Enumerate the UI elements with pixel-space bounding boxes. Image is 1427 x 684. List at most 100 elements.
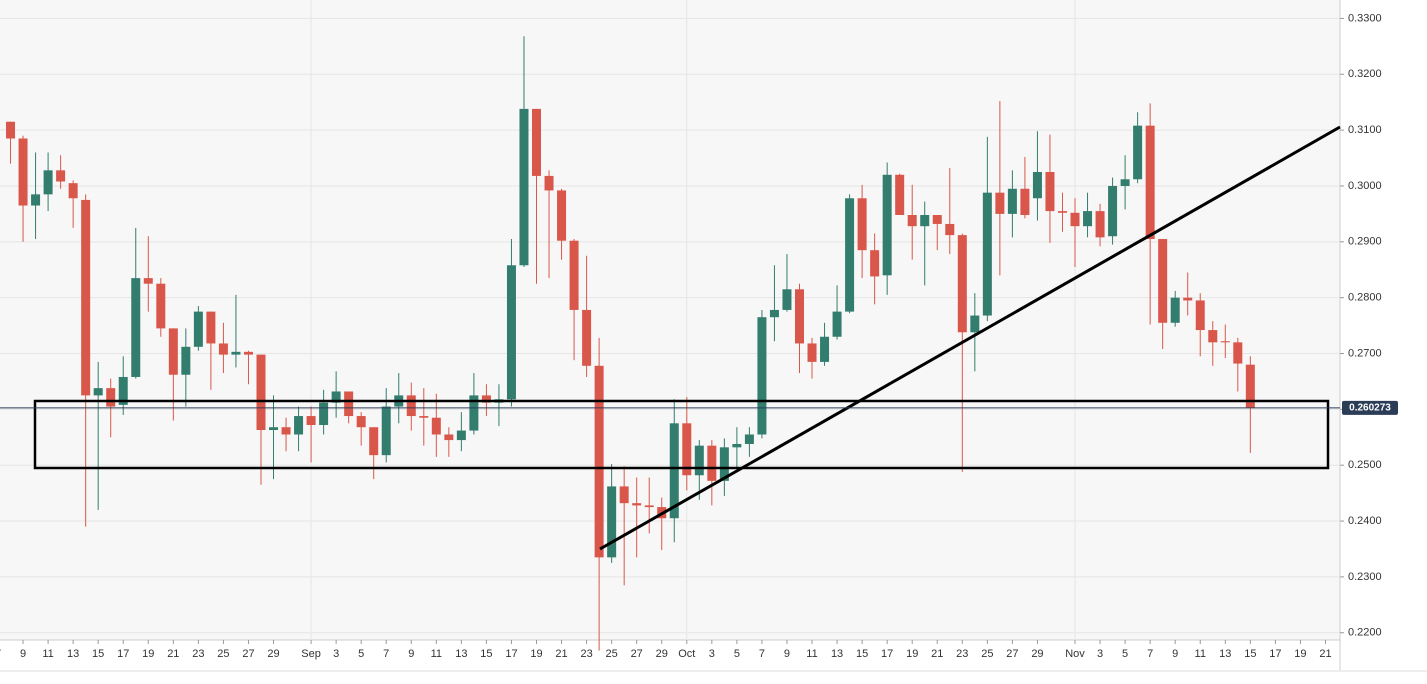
candle-body bbox=[995, 192, 1005, 214]
support-box bbox=[33, 399, 1330, 470]
x-tick-label: 9 bbox=[408, 648, 414, 660]
trend-line bbox=[599, 125, 1341, 551]
candle-body bbox=[243, 351, 253, 355]
x-tick-label: 21 bbox=[1319, 648, 1331, 660]
candle-body bbox=[1120, 179, 1130, 186]
candle-body bbox=[532, 108, 542, 176]
candle-body bbox=[156, 283, 166, 329]
x-tick-label: 7 bbox=[383, 648, 389, 660]
y-tick-label: 0.2500 bbox=[1348, 459, 1382, 471]
candle-body bbox=[845, 198, 855, 312]
x-tick-label: 27 bbox=[1006, 648, 1018, 660]
candle-body bbox=[281, 427, 291, 435]
plot-background bbox=[0, 0, 1340, 640]
x-tick-label: Sep bbox=[301, 648, 321, 660]
x-tick-label: 9 bbox=[1172, 648, 1178, 660]
x-tick-label: Nov bbox=[1065, 648, 1085, 660]
y-tick-label: 0.2900 bbox=[1348, 236, 1382, 248]
candle-body bbox=[218, 343, 228, 355]
x-tick-label: Oct bbox=[678, 648, 695, 660]
x-tick-label: 21 bbox=[555, 648, 567, 660]
candle-body bbox=[1007, 188, 1017, 214]
candle-body bbox=[982, 192, 992, 316]
candle-body bbox=[1158, 239, 1168, 323]
x-tick-label: 9 bbox=[20, 648, 26, 660]
x-tick-label: 19 bbox=[530, 648, 542, 660]
candle-body bbox=[857, 198, 867, 251]
candle-body bbox=[719, 447, 729, 481]
candle-body bbox=[6, 121, 16, 139]
candle-body bbox=[456, 430, 466, 441]
candle-body bbox=[406, 395, 416, 417]
x-tick-label: 17 bbox=[505, 648, 517, 660]
candle-body bbox=[369, 427, 379, 456]
x-axis-panel bbox=[0, 640, 1340, 670]
x-tick-label: 5 bbox=[1122, 648, 1128, 660]
x-tick-label: 15 bbox=[92, 648, 104, 660]
candle-body bbox=[557, 190, 567, 241]
candle-body bbox=[469, 395, 479, 431]
candle-body bbox=[206, 311, 216, 344]
candle-body bbox=[118, 376, 128, 405]
candle-body bbox=[1170, 297, 1180, 323]
x-tick-label: 21 bbox=[167, 648, 179, 660]
candle-body bbox=[1057, 211, 1067, 213]
x-tick-label: 11 bbox=[1195, 648, 1206, 660]
candle-body bbox=[1095, 211, 1105, 238]
drawings bbox=[33, 125, 1341, 551]
x-tick-label: 7 bbox=[0, 648, 1, 660]
y-axis-panel bbox=[1340, 0, 1427, 684]
candle-body bbox=[193, 311, 203, 347]
candle-body bbox=[594, 365, 604, 558]
x-tick-label: 15 bbox=[856, 648, 868, 660]
candle-body bbox=[256, 354, 266, 431]
candle-body bbox=[431, 417, 441, 435]
x-tick-label: 21 bbox=[931, 648, 943, 660]
y-tick-label: 0.3300 bbox=[1348, 12, 1382, 24]
candle-body bbox=[619, 486, 629, 504]
candle-body bbox=[644, 505, 654, 508]
y-tick-label: 0.2700 bbox=[1348, 347, 1382, 359]
x-tick-label: 5 bbox=[358, 648, 364, 660]
x-tick-label: 5 bbox=[734, 648, 740, 660]
x-tick-label: 29 bbox=[1031, 648, 1043, 660]
x-tick-label: 11 bbox=[42, 648, 53, 660]
x-tick-label: 29 bbox=[656, 648, 668, 660]
y-tick-label: 0.3100 bbox=[1348, 124, 1382, 136]
x-tick-label: 17 bbox=[1269, 648, 1281, 660]
candle-body bbox=[945, 223, 955, 236]
candle-body bbox=[31, 194, 41, 206]
candle-body bbox=[794, 289, 804, 344]
candle-body bbox=[519, 108, 529, 266]
x-tick-label: 9 bbox=[784, 648, 790, 660]
candle-body bbox=[582, 309, 592, 366]
candle-body bbox=[832, 311, 842, 337]
x-tick-label: 23 bbox=[580, 648, 592, 660]
candle-body bbox=[1045, 172, 1055, 212]
x-tick-label: 29 bbox=[267, 648, 279, 660]
candle-body bbox=[569, 240, 579, 310]
last-price-label: 0.260273 bbox=[1349, 402, 1391, 413]
candle-body bbox=[895, 174, 905, 216]
x-tick-label: 7 bbox=[759, 648, 765, 660]
x-tick-label: 15 bbox=[480, 648, 492, 660]
candle-body bbox=[970, 315, 980, 333]
candle-body bbox=[1208, 330, 1218, 343]
x-tick-label: 23 bbox=[192, 648, 204, 660]
candle-body bbox=[93, 388, 103, 396]
candle-body bbox=[732, 443, 742, 448]
x-tick-label: 15 bbox=[1244, 648, 1256, 660]
x-tick-label: 13 bbox=[455, 648, 467, 660]
candle-body bbox=[56, 170, 66, 182]
x-tick-label: 13 bbox=[831, 648, 843, 660]
candle-body bbox=[1220, 341, 1230, 343]
candle-body bbox=[168, 328, 178, 375]
candle-body bbox=[807, 343, 817, 362]
x-tick-label: 7 bbox=[1147, 648, 1153, 660]
candle-body bbox=[1145, 125, 1155, 240]
candle-body bbox=[481, 395, 491, 403]
x-tick-label: 19 bbox=[1294, 648, 1306, 660]
candle-body bbox=[1083, 211, 1093, 227]
candle-body bbox=[1245, 364, 1255, 408]
candle-body bbox=[444, 434, 454, 441]
